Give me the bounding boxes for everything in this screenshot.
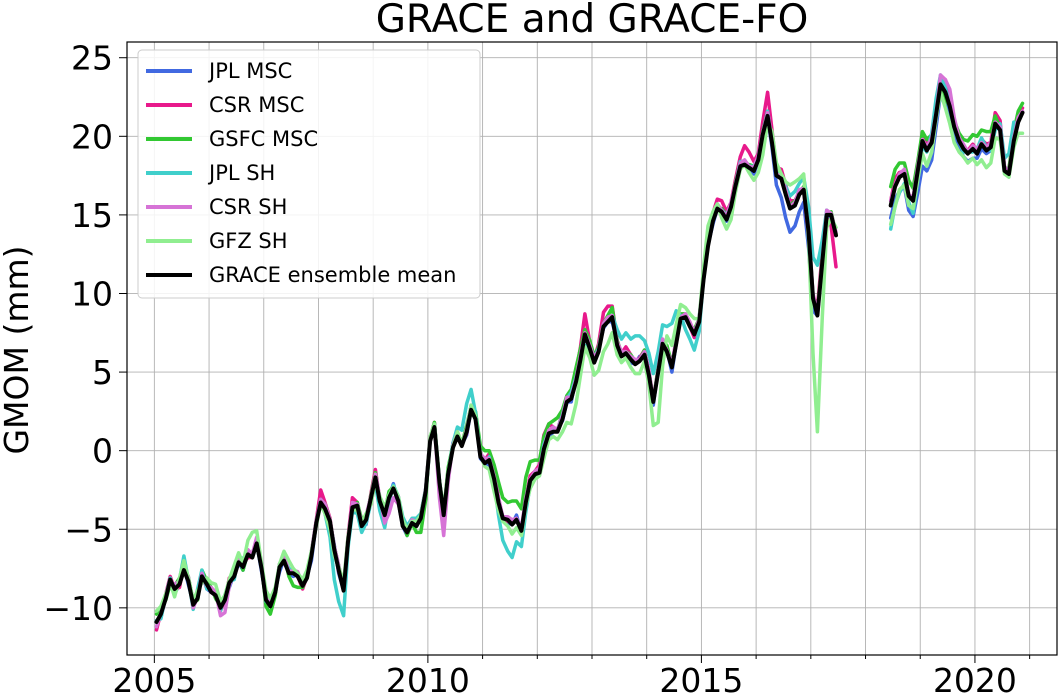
x-tick-label: 2020 xyxy=(933,661,1017,695)
y-tick-label: −10 xyxy=(43,589,113,628)
x-tick-label: 2005 xyxy=(112,661,196,695)
legend: JPL MSC CSR MSC GSFC MSC JPL SH CSR SH GFZ SH… xyxy=(137,49,481,299)
x-tick-label: 2015 xyxy=(659,661,743,695)
mean-series-layer xyxy=(154,82,1025,624)
legend-box xyxy=(137,49,481,299)
legend-label: JPL MSC xyxy=(207,59,292,83)
legend-label: GSFC MSC xyxy=(209,127,318,151)
y-tick-label: 25 xyxy=(71,39,113,78)
legend-label: CSR SH xyxy=(209,195,287,219)
chart-title: GRACE and GRACE-FO xyxy=(376,0,809,42)
y-tick-label: −5 xyxy=(64,510,113,549)
y-axis-label: GMOM (mm) xyxy=(0,245,36,454)
y-tick-label: 5 xyxy=(92,353,113,392)
x-tick-label: 2010 xyxy=(386,661,470,695)
legend-label: GRACE ensemble mean xyxy=(209,263,456,287)
y-tick-label: 15 xyxy=(71,196,113,235)
y-tick-label: 0 xyxy=(92,432,113,471)
axis-ticks: 2005 2010 2015 2020 −10 −5 0 5 10 15 20 25 xyxy=(43,39,1031,695)
legend-label: CSR MSC xyxy=(209,93,304,117)
series-line-grace-ensemble-mean xyxy=(154,82,1025,624)
legend-label: GFZ SH xyxy=(209,229,288,253)
legend-label: JPL SH xyxy=(207,161,275,185)
y-tick-label: 10 xyxy=(71,274,113,313)
y-tick-label: 20 xyxy=(71,117,113,156)
